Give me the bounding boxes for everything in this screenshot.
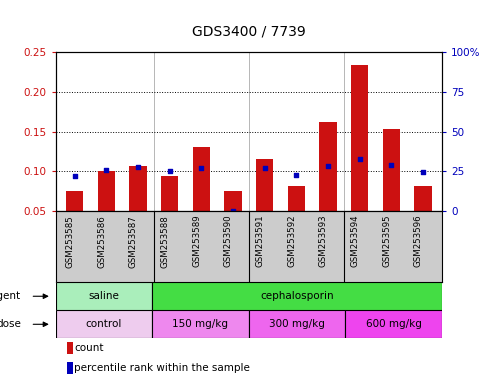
Text: 150 mg/kg: 150 mg/kg xyxy=(172,319,228,329)
Text: GSM253587: GSM253587 xyxy=(129,215,138,268)
Text: percentile rank within the sample: percentile rank within the sample xyxy=(74,363,250,373)
Text: GSM253590: GSM253590 xyxy=(224,215,233,267)
Bar xyxy=(129,166,147,211)
Bar xyxy=(224,191,242,211)
Bar xyxy=(319,122,337,211)
Bar xyxy=(193,147,210,211)
Point xyxy=(356,156,364,162)
Text: saline: saline xyxy=(88,291,119,301)
Point xyxy=(419,169,427,175)
Bar xyxy=(256,159,273,211)
Point xyxy=(229,208,237,214)
Point xyxy=(71,173,78,179)
Bar xyxy=(67,362,73,374)
Bar xyxy=(67,343,73,354)
Bar xyxy=(345,310,442,338)
Bar xyxy=(287,186,305,211)
Bar xyxy=(249,310,345,338)
Point xyxy=(102,167,110,173)
Text: GSM253594: GSM253594 xyxy=(351,215,360,267)
Text: GDS3400 / 7739: GDS3400 / 7739 xyxy=(192,25,306,38)
Bar xyxy=(414,187,432,211)
Bar xyxy=(351,65,369,211)
Text: cephalosporin: cephalosporin xyxy=(260,291,334,301)
Bar xyxy=(152,310,249,338)
Text: GSM253588: GSM253588 xyxy=(160,215,170,268)
Text: GSM253591: GSM253591 xyxy=(256,215,265,267)
Text: GSM253593: GSM253593 xyxy=(319,215,328,267)
Point xyxy=(292,172,300,179)
Text: agent: agent xyxy=(0,291,21,301)
Bar xyxy=(152,282,442,310)
Bar xyxy=(383,129,400,211)
Text: 600 mg/kg: 600 mg/kg xyxy=(366,319,422,329)
Point xyxy=(198,165,205,171)
Point xyxy=(166,167,173,174)
Text: GSM253596: GSM253596 xyxy=(414,215,423,267)
Text: 300 mg/kg: 300 mg/kg xyxy=(269,319,325,329)
Bar xyxy=(56,310,152,338)
Text: dose: dose xyxy=(0,319,21,329)
Bar xyxy=(66,191,83,211)
Text: GSM253595: GSM253595 xyxy=(382,215,391,267)
Bar xyxy=(56,282,152,310)
Point xyxy=(387,162,395,168)
Bar xyxy=(98,171,115,211)
Text: GSM253585: GSM253585 xyxy=(66,215,74,268)
Text: GSM253589: GSM253589 xyxy=(192,215,201,267)
Point xyxy=(324,163,332,169)
Text: control: control xyxy=(85,319,122,329)
Text: GSM253586: GSM253586 xyxy=(97,215,106,268)
Text: count: count xyxy=(74,343,103,353)
Bar xyxy=(161,176,178,211)
Point xyxy=(261,165,269,171)
Point xyxy=(134,164,142,170)
Text: GSM253592: GSM253592 xyxy=(287,215,296,267)
